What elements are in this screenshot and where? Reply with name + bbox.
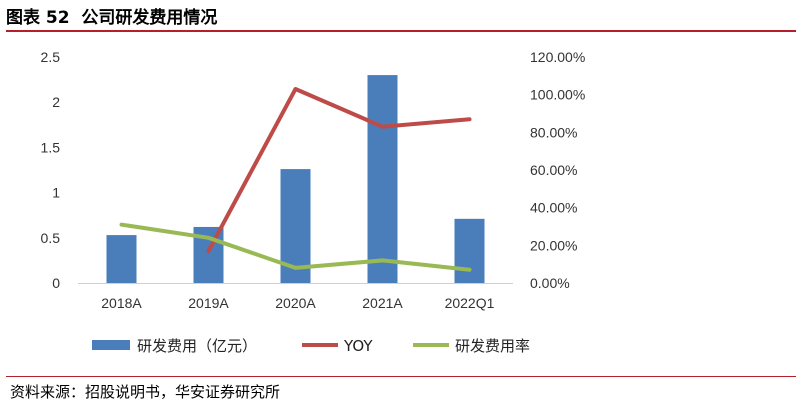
right-tick-label: 20.00% <box>530 237 577 253</box>
legend-item-yoy: YOY <box>302 337 373 355</box>
x-tick-label: 2018A <box>101 295 142 311</box>
rd-rate-line <box>119 222 472 272</box>
source-note: 资料来源：招股说明书，华安证券研究所 <box>10 383 281 401</box>
right-tick-label: 80.00% <box>530 124 577 140</box>
left-tick-label: 0.5 <box>41 230 61 246</box>
left-axis: 0 0.5 1 1.5 2 2.5 <box>41 49 61 291</box>
right-tick-label: 40.00% <box>530 200 577 216</box>
bar <box>106 235 137 283</box>
bar-series <box>106 75 485 283</box>
legend-label: YOY <box>343 337 373 355</box>
left-tick-label: 2.5 <box>41 49 61 65</box>
bar <box>454 218 485 283</box>
left-tick-label: 0 <box>52 275 60 291</box>
x-tick-label: 2020A <box>275 295 316 311</box>
legend: 研发费用（亿元） YOY 研发费用率 <box>92 337 530 355</box>
x-tick-label: 2019A <box>188 295 229 311</box>
yoy-line <box>206 87 472 253</box>
legend-label: 研发费用率 <box>455 337 530 355</box>
legend-label: 研发费用（亿元） <box>137 337 257 355</box>
left-tick-label: 1.5 <box>41 139 61 155</box>
figure-title: 公司研发费用情况 <box>81 8 218 28</box>
x-axis: 2018A 2019A 2020A 2021A 2022Q1 <box>101 295 494 311</box>
right-axis: 0.00% 20.00% 40.00% 60.00% 80.00% 100.00% 120.… <box>530 49 585 291</box>
x-tick-label: 2021A <box>362 295 403 311</box>
combo-chart: 0 0.5 1 1.5 2 2.5 0.00% 20.00% 40.00% 60.00% 80.0… <box>41 49 586 355</box>
legend-swatch <box>92 340 130 350</box>
right-tick-label: 60.00% <box>530 162 577 178</box>
figure-label: 图表 52 <box>6 8 70 28</box>
left-tick-label: 2 <box>52 94 60 110</box>
right-tick-label: 120.00% <box>530 49 585 65</box>
title-divider <box>6 30 796 32</box>
chart-title: 图表 52 公司研发费用情况 <box>6 3 217 28</box>
source-divider <box>6 376 796 377</box>
line-series <box>119 87 472 272</box>
legend-item-rd-expense: 研发费用（亿元） <box>92 337 257 355</box>
x-tick-label: 2022Q1 <box>445 295 495 311</box>
legend-item-rd-rate: 研发费用率 <box>413 337 530 355</box>
right-tick-label: 100.00% <box>530 87 585 103</box>
bar <box>367 75 398 283</box>
left-tick-label: 1 <box>52 185 60 201</box>
right-tick-label: 0.00% <box>530 275 570 291</box>
